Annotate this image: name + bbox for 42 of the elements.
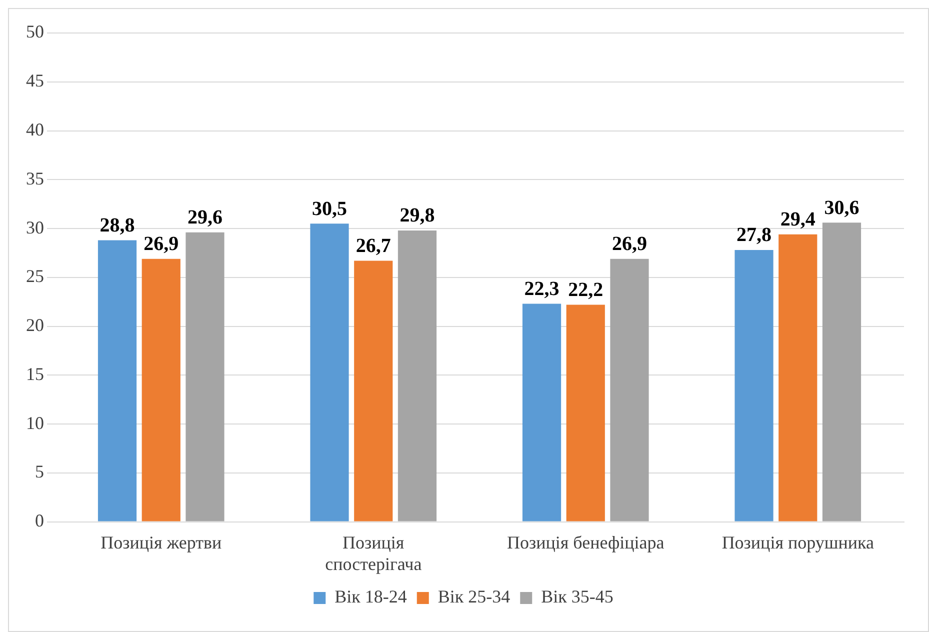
x-tick-label: Позиція порушника [722,532,874,552]
y-tick-label: 0 [35,510,44,531]
data-label: 22,2 [568,278,604,301]
bar [310,224,349,522]
bar [142,258,180,522]
legend-label: Вік 35-45 [541,586,614,607]
bar [610,258,649,522]
y-tick-label: 40 [26,119,44,140]
bar [566,304,605,522]
y-tick-label: 30 [26,217,44,238]
data-label: 29,8 [400,204,435,227]
data-label: 26,9 [144,232,179,255]
x-tick-label: Позиція спостерігача [325,532,422,574]
bar [522,304,562,522]
legend-label: Вік 25-34 [438,586,510,607]
y-tick-label: 50 [26,22,44,42]
bar [186,232,224,522]
bar [734,250,774,522]
y-tick-label: 10 [26,412,44,433]
y-tick-label: 15 [26,364,44,384]
data-label: 29,4 [780,208,816,231]
bar [354,260,393,522]
data-label: 22,3 [524,278,560,300]
bar [98,240,137,522]
bar [822,222,862,522]
x-tick-label: Позиція жертви [100,532,222,552]
data-label: 28,8 [100,214,135,236]
data-label: 27,8 [736,224,772,246]
data-label: 26,9 [612,232,647,255]
y-tick-label: 35 [26,168,44,188]
bar [398,230,437,522]
y-tick-label: 45 [26,70,44,91]
data-label: 26,7 [356,234,391,257]
y-tick-label: 25 [26,266,44,286]
y-tick-label: 5 [35,462,44,482]
data-label: 30,5 [312,198,348,220]
bar [778,234,818,522]
legend-label: Вік 18-24 [334,586,407,607]
x-tick-label: Позиція бенефіціара [507,532,664,552]
data-label: 29,6 [187,206,222,229]
data-label: 30,6 [824,196,860,219]
y-tick-label: 20 [26,315,44,336]
